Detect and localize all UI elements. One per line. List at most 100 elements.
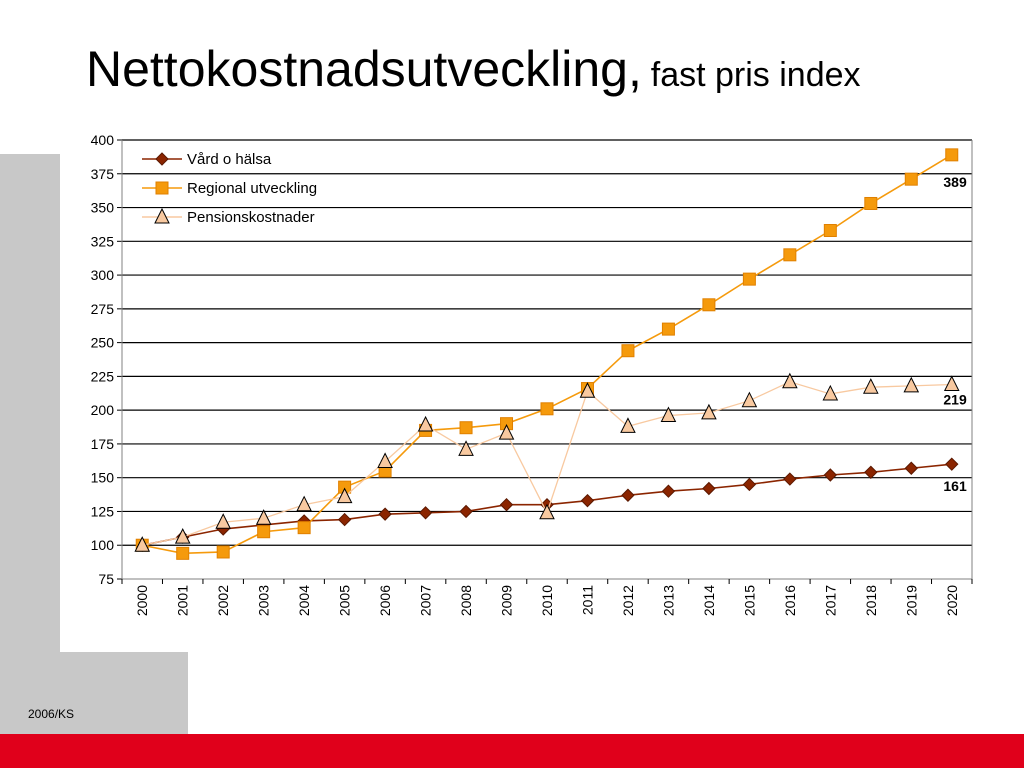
data-point-2-2018 bbox=[864, 196, 878, 210]
data-point-3-2019 bbox=[903, 376, 920, 393]
data-point-3-2015 bbox=[741, 391, 758, 408]
data-point-3-2017 bbox=[822, 384, 839, 401]
data-point-2-2004 bbox=[297, 521, 311, 535]
y-tick-label-300: 300 bbox=[91, 267, 115, 283]
x-tick-label-2007: 2007 bbox=[418, 585, 434, 616]
data-point-3-2016 bbox=[782, 372, 798, 389]
data-point-3-2011 bbox=[579, 382, 596, 398]
legend-label-3: Pensionskostnader bbox=[187, 209, 315, 226]
data-point-2-2016 bbox=[783, 248, 797, 262]
data-point-2-2015 bbox=[742, 272, 756, 286]
slide-title-subtitle: fast pris index bbox=[650, 56, 861, 94]
x-tick-label-2008: 2008 bbox=[458, 585, 474, 616]
data-point-3-2020 bbox=[943, 375, 960, 391]
decorative-grey-block-upper bbox=[0, 154, 60, 652]
data-point-3-2014 bbox=[701, 403, 717, 420]
x-tick-label-2013: 2013 bbox=[660, 585, 676, 616]
data-point-1-2018 bbox=[864, 465, 878, 479]
x-tick-label-2003: 2003 bbox=[256, 585, 272, 616]
data-point-3-2005 bbox=[336, 487, 353, 504]
data-point-2-2019 bbox=[904, 172, 918, 186]
legend-label-1: Vård o hälsa bbox=[187, 151, 272, 168]
data-point-3-2003 bbox=[255, 509, 272, 525]
x-tick-label-2001: 2001 bbox=[175, 585, 191, 616]
series-1 bbox=[135, 457, 959, 552]
x-axis-tick-labels: 2000 2001 2002 2003 2004 2005 2006 2007 2008 2009… bbox=[134, 585, 960, 616]
y-tick-label-175: 175 bbox=[91, 436, 115, 452]
data-point-1-2009 bbox=[499, 498, 514, 512]
data-point-3-2006 bbox=[377, 452, 393, 468]
data-point-3-2001 bbox=[174, 528, 191, 544]
line-chart: 75 100 125 150 175 200 225 250 275 300 325 350 375 40… bbox=[60, 125, 1024, 652]
x-tick-label-2002: 2002 bbox=[215, 585, 231, 616]
y-tick-label-150: 150 bbox=[91, 470, 115, 486]
data-point-1-2017 bbox=[823, 468, 838, 482]
legend-marker-1 bbox=[155, 152, 169, 166]
data-point-2-2010 bbox=[540, 402, 554, 416]
data-point-3-2002 bbox=[215, 513, 231, 529]
x-tick-label-2020: 2020 bbox=[944, 585, 960, 616]
x-tick-label-2012: 2012 bbox=[620, 585, 636, 616]
data-point-1-2011 bbox=[580, 493, 595, 508]
data-point-1-2019 bbox=[904, 461, 918, 475]
axes bbox=[117, 139, 973, 584]
legend-marker-2 bbox=[155, 181, 169, 195]
x-tick-label-2000: 2000 bbox=[134, 585, 150, 616]
legend: Vård o hälsa Regional utveckling Pensionsk… bbox=[142, 151, 317, 226]
data-point-2-2020 bbox=[945, 148, 959, 162]
end-label-3: 219 bbox=[943, 391, 967, 407]
end-label-1: 161 bbox=[943, 478, 967, 494]
x-tick-label-2017: 2017 bbox=[822, 585, 838, 616]
y-tick-label-350: 350 bbox=[91, 200, 115, 216]
data-point-1-2015 bbox=[742, 477, 757, 492]
data-point-2-2008 bbox=[459, 421, 473, 435]
series-3 bbox=[134, 372, 960, 552]
data-point-1-2012 bbox=[621, 488, 635, 502]
y-tick-label-375: 375 bbox=[91, 166, 115, 182]
legend-label-2: Regional utveckling bbox=[187, 180, 317, 197]
y-tick-label-400: 400 bbox=[91, 132, 115, 148]
data-point-1-2007 bbox=[418, 506, 433, 520]
x-tick-label-2016: 2016 bbox=[782, 585, 798, 616]
data-point-3-2000 bbox=[134, 536, 151, 552]
data-point-2-2012 bbox=[621, 344, 635, 358]
data-point-2-2001 bbox=[176, 546, 190, 560]
data-point-2-2014 bbox=[702, 298, 716, 312]
data-point-3-2018 bbox=[863, 378, 879, 394]
y-tick-label-225: 225 bbox=[91, 368, 115, 384]
data-point-3-2004 bbox=[296, 495, 312, 512]
x-tick-label-2019: 2019 bbox=[903, 585, 919, 616]
legend-marker-3 bbox=[154, 207, 170, 224]
data-point-2-2003 bbox=[257, 525, 271, 539]
data-point-3-2012 bbox=[620, 417, 636, 433]
data-point-1-2005 bbox=[337, 512, 352, 527]
data-point-2-2002 bbox=[216, 545, 230, 559]
x-tick-label-2015: 2015 bbox=[741, 585, 757, 616]
x-tick-label-2010: 2010 bbox=[539, 585, 555, 616]
data-point-1-2014 bbox=[702, 481, 716, 496]
x-tick-label-2014: 2014 bbox=[701, 585, 717, 616]
y-tick-label-100: 100 bbox=[91, 537, 115, 553]
data-point-3-2008 bbox=[458, 440, 474, 456]
chart-area-background bbox=[60, 125, 1024, 652]
end-value-labels: 161 389 219 bbox=[943, 174, 967, 494]
data-point-3-2013 bbox=[660, 406, 677, 423]
x-tick-label-2009: 2009 bbox=[499, 585, 515, 616]
x-tick-label-2011: 2011 bbox=[579, 585, 595, 615]
data-point-1-2013 bbox=[661, 484, 676, 498]
end-label-2: 389 bbox=[943, 174, 967, 190]
series-layer bbox=[134, 148, 960, 560]
data-point-3-2007 bbox=[417, 415, 434, 432]
x-tick-label-2005: 2005 bbox=[337, 585, 353, 616]
decorative-grey-block-lower bbox=[0, 652, 188, 734]
data-point-1-2020 bbox=[945, 457, 959, 471]
x-tick-label-2018: 2018 bbox=[863, 585, 879, 616]
slide-title: Nettokostnadsutveckling, fast pris index bbox=[86, 40, 861, 98]
footer-note: 2006/KS bbox=[28, 707, 75, 721]
y-tick-label-325: 325 bbox=[91, 233, 115, 249]
data-point-1-2006 bbox=[378, 507, 392, 521]
x-tick-label-2004: 2004 bbox=[296, 585, 312, 616]
slide-title-main: Nettokostnadsutveckling, bbox=[86, 41, 642, 97]
x-tick-label-2006: 2006 bbox=[377, 585, 393, 616]
y-tick-label-275: 275 bbox=[91, 301, 115, 317]
